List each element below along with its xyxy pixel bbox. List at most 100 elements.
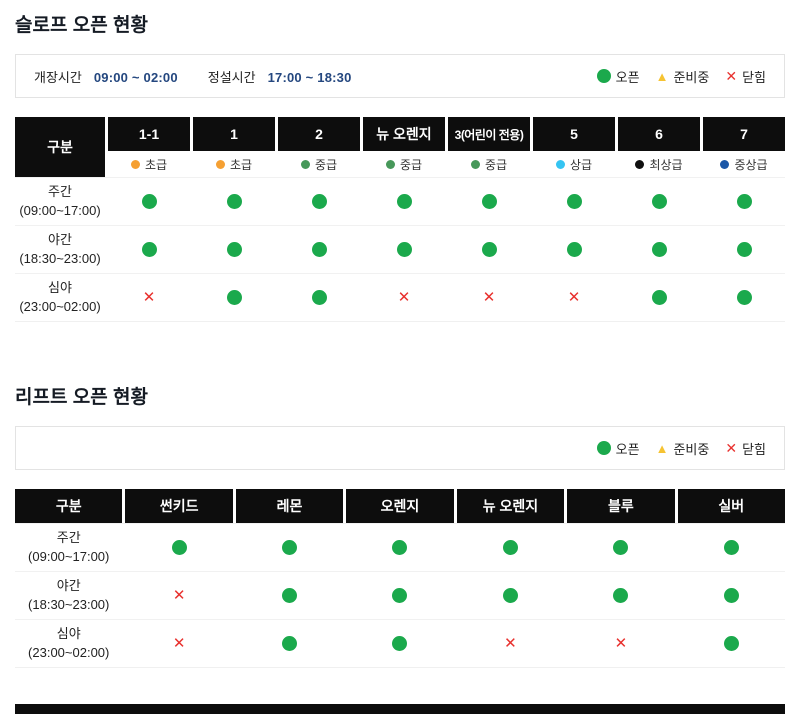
open-time-label: 개장시간 <box>34 69 82 85</box>
row-time: (09:00~17:00) <box>19 202 101 218</box>
level-badge: 최상급 <box>618 151 700 177</box>
column-header: 블루 <box>567 489 675 523</box>
open-dot-icon <box>613 540 629 555</box>
column-header: 6 <box>618 117 700 151</box>
status-cell: ✕ <box>193 290 275 305</box>
status-cell: ✕ <box>533 194 615 209</box>
status-cell: ✕ <box>108 194 190 209</box>
row-label: 심야 (23:00~02:00) <box>15 625 122 663</box>
level-label: 중급 <box>484 157 508 172</box>
level-dot-icon <box>385 159 395 169</box>
lift-table-header: 구분 썬키드 레몬 오렌지 뉴 오렌지 블루 실버 <box>15 489 785 523</box>
row-label: 주간 (09:00~17:00) <box>15 183 105 221</box>
level-label: 초급 <box>144 157 168 172</box>
slope-section: 슬로프 오픈 현황 개장시간 09:00 ~ 02:00 정설시간 17:00 … <box>15 10 785 322</box>
operating-times: 개장시간 09:00 ~ 02:00 정설시간 17:00 ~ 18:30 <box>34 67 352 86</box>
slope-info-bar: 개장시간 09:00 ~ 02:00 정설시간 17:00 ~ 18:30 오픈… <box>15 54 785 98</box>
lift-info-bar: 오픈 ▲ 준비중 ✕ 닫힘 <box>15 426 785 470</box>
open-dot-icon <box>481 194 497 209</box>
legend-item-open: 오픈 <box>596 67 640 86</box>
column-header: 레몬 <box>235 489 344 523</box>
open-dot-icon <box>596 69 611 83</box>
slope-status-table: 구분 1-1 1 2 뉴 오렌지 3(어린이 전용) 5 6 7 초급 초급 <box>15 117 785 322</box>
open-dot-icon <box>226 242 242 257</box>
status-cell: ✕ <box>533 242 615 257</box>
open-dot-icon <box>396 242 412 257</box>
closed-x-icon: ✕ <box>614 635 628 652</box>
open-dot-icon <box>651 242 667 257</box>
column-header: 3(어린이 전용) <box>448 117 530 151</box>
status-cell: ✕ <box>236 540 343 555</box>
closed-x-icon: ✕ <box>142 289 156 306</box>
open-dot-icon <box>596 441 611 455</box>
legend-item-closed: ✕ 닫힘 <box>725 67 766 86</box>
level-badge: 상급 <box>533 151 615 177</box>
row-label: 야간 (18:30~23:00) <box>15 577 122 615</box>
status-cell: ✕ <box>346 540 453 555</box>
status-cell: ✕ <box>346 588 453 603</box>
open-dot-icon <box>226 194 242 209</box>
legend-open-label: 오픈 <box>615 441 640 457</box>
row-time: (23:00~02:00) <box>28 644 110 660</box>
status-cell: ✕ <box>618 242 700 257</box>
status-cell: ✕ <box>457 636 564 651</box>
level-label: 중상급 <box>734 157 768 172</box>
open-dot-icon <box>502 540 518 555</box>
level-dot-icon <box>720 159 730 169</box>
status-cell: ✕ <box>448 194 530 209</box>
closed-x-icon: ✕ <box>482 289 496 306</box>
row-time: (23:00~02:00) <box>19 298 101 314</box>
open-dot-icon <box>141 242 157 257</box>
status-cell: ✕ <box>193 194 275 209</box>
column-header: 뉴 오렌지 <box>363 117 445 151</box>
open-dot-icon <box>282 588 298 603</box>
grooming-time-value: 17:00 ~ 18:30 <box>267 69 352 85</box>
row-name: 야간 <box>48 231 72 247</box>
column-header: 5 <box>533 117 615 151</box>
column-header: 7 <box>703 117 785 151</box>
open-dot-icon <box>481 242 497 257</box>
corner-header: 구분 <box>15 489 123 523</box>
level-badge: 초급 <box>193 151 275 177</box>
column-header: 뉴 오렌지 <box>456 489 565 523</box>
status-cell: ✕ <box>125 636 232 651</box>
row-label: 야간 (18:30~23:00) <box>15 231 105 269</box>
row-label: 심야 (23:00~02:00) <box>15 279 105 317</box>
open-dot-icon <box>141 194 157 209</box>
level-dot-icon <box>130 159 140 169</box>
table-row-latenight: 심야 (23:00~02:00) ✕ ✕ ✕ ✕ ✕ ✕ ✕ ✕ <box>15 273 785 321</box>
column-header: 1-1 <box>108 117 190 151</box>
table-row-latenight: 심야 (23:00~02:00) ✕ ✕ ✕ ✕ ✕ ✕ <box>15 619 785 667</box>
level-badge: 초급 <box>108 151 190 177</box>
level-badge: 중급 <box>363 151 445 177</box>
status-cell: ✕ <box>457 540 564 555</box>
status-cell: ✕ <box>703 242 785 257</box>
table-row-night: 야간 (18:30~23:00) ✕ ✕ ✕ ✕ ✕ ✕ ✕ ✕ <box>15 225 785 273</box>
column-header: 2 <box>278 117 360 151</box>
closed-x-icon: ✕ <box>567 289 581 306</box>
level-dot-icon <box>635 159 645 169</box>
row-name: 주간 <box>56 529 81 545</box>
level-label: 중급 <box>314 157 338 172</box>
open-time: 개장시간 09:00 ~ 02:00 <box>34 67 178 86</box>
status-cell: ✕ <box>618 290 700 305</box>
column-header: 실버 <box>677 489 785 523</box>
open-dot-icon <box>723 588 739 603</box>
status-cell: ✕ <box>618 194 700 209</box>
legend-ready-label: 준비중 <box>673 69 710 85</box>
lift-status-table: 구분 썬키드 레몬 오렌지 뉴 오렌지 블루 실버 주간 (09:00~17:0… <box>15 489 785 668</box>
open-dot-icon <box>723 636 739 651</box>
open-dot-icon <box>651 290 667 305</box>
column-header: 썬키드 <box>125 489 233 523</box>
legend-item-ready: ▲ 준비중 <box>656 67 710 86</box>
open-dot-icon <box>502 588 518 603</box>
closed-x-icon: ✕ <box>504 635 517 652</box>
status-cell: ✕ <box>703 194 785 209</box>
open-dot-icon <box>566 242 582 257</box>
status-cell: ✕ <box>567 540 674 555</box>
row-time: (18:30~23:00) <box>19 250 101 266</box>
closed-x-icon: ✕ <box>172 587 186 604</box>
status-cell: ✕ <box>278 194 360 209</box>
status-cell: ✕ <box>703 290 785 305</box>
